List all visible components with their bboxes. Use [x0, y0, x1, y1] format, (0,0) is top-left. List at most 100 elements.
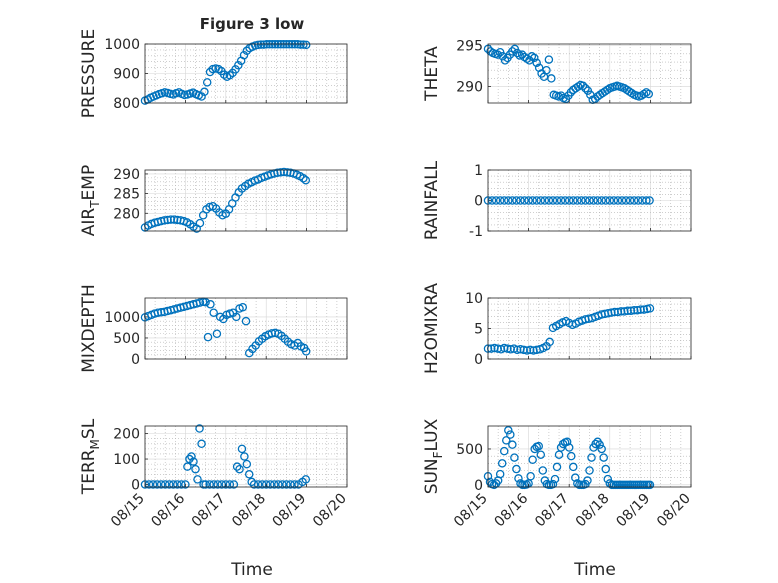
data-point — [156, 480, 166, 489]
data-point — [566, 88, 576, 97]
data-point — [569, 462, 578, 472]
axes-frame — [487, 169, 692, 232]
data-point — [512, 345, 522, 355]
data-point — [202, 78, 212, 87]
data-point — [564, 196, 574, 205]
data-point — [571, 473, 580, 482]
data-point — [148, 480, 158, 489]
data-point — [163, 215, 172, 225]
data-point — [578, 81, 588, 91]
data-point — [528, 196, 537, 205]
x-tick-label: 08/16 — [148, 490, 188, 530]
data-point — [530, 53, 539, 63]
data-point — [240, 452, 249, 461]
data-point — [169, 215, 179, 224]
data-point — [213, 480, 222, 489]
data-point — [613, 307, 623, 317]
data-point — [237, 444, 247, 454]
data-point — [299, 174, 308, 183]
data-point — [620, 307, 629, 316]
data-point — [181, 480, 190, 489]
y-tick-label: 1000 — [104, 310, 140, 326]
axes-frame — [487, 425, 692, 488]
x-tick-label: 08/18 — [573, 491, 613, 531]
data-point — [238, 303, 248, 312]
data-point — [613, 196, 623, 205]
data-point — [166, 215, 176, 224]
data-point — [152, 480, 162, 489]
data-point — [512, 196, 521, 205]
x-tick-label: 08/18 — [229, 491, 269, 531]
data-point — [189, 457, 198, 466]
data-point — [276, 168, 285, 177]
data-point — [562, 437, 572, 447]
data-point — [506, 344, 515, 354]
data-point — [234, 60, 243, 70]
data-point — [605, 196, 615, 205]
data-point — [601, 196, 610, 205]
data-point — [556, 196, 566, 205]
data-point — [257, 480, 267, 489]
data-point — [195, 218, 205, 228]
y-tick-label: 0 — [131, 477, 140, 493]
y-tick-label: 200 — [113, 427, 140, 443]
data-point — [589, 196, 598, 205]
data-point — [203, 332, 213, 342]
data-point — [517, 50, 527, 59]
data-point — [259, 40, 269, 49]
data-point — [508, 196, 517, 205]
data-point — [642, 196, 651, 205]
data-point — [301, 475, 311, 484]
data-point — [197, 439, 206, 449]
data-point — [583, 476, 592, 485]
data-point — [538, 466, 548, 475]
data-point — [206, 300, 215, 309]
data-point — [566, 451, 576, 461]
data-point — [552, 196, 562, 205]
data-point — [173, 480, 182, 489]
data-point — [560, 196, 570, 205]
y-tick-label: 1 — [474, 163, 483, 179]
data-point — [550, 474, 560, 484]
data-point — [545, 337, 554, 347]
data-point — [524, 196, 533, 205]
data-point — [636, 305, 645, 314]
x-tick-label: 08/15 — [108, 491, 148, 531]
data-point — [270, 480, 279, 489]
data-point — [597, 196, 606, 205]
data-point — [558, 439, 568, 449]
subplot-mixdepth: 0 500 1000 MIXDEPTH — [79, 284, 348, 373]
data-point — [585, 196, 594, 205]
subplot-terr_msl: 0 100 200 08/15 08/16 08/17 08/18 08/19 08/20 TER… — [79, 418, 350, 530]
data-point — [528, 455, 537, 464]
y-tick-label: 0 — [474, 478, 483, 494]
data-point — [514, 474, 523, 483]
data-point — [493, 50, 502, 59]
data-point — [625, 196, 635, 205]
axes-frame — [144, 425, 348, 488]
y-axis-label: SUNFLUX — [422, 418, 445, 494]
data-point — [256, 40, 266, 49]
data-point — [633, 305, 642, 315]
data-point — [261, 480, 271, 489]
data-point — [547, 74, 556, 83]
data-point — [593, 196, 602, 205]
y-tick-label: 800 — [113, 96, 140, 112]
data-point — [520, 196, 529, 205]
data-point — [536, 450, 546, 459]
data-point — [191, 464, 200, 474]
data-point — [187, 452, 196, 461]
y-tick-label: 10 — [465, 291, 483, 307]
data-point — [526, 471, 535, 481]
x-tick-label: 08/20 — [654, 491, 694, 531]
data-point — [201, 297, 210, 307]
y-tick-label: 5 — [474, 322, 483, 338]
data-point — [508, 47, 517, 56]
y-tick-label: 500 — [113, 331, 140, 347]
data-point — [519, 345, 528, 355]
data-point — [508, 440, 517, 449]
data-point — [225, 480, 235, 489]
data-point — [241, 316, 251, 326]
axes-frame — [487, 297, 692, 360]
